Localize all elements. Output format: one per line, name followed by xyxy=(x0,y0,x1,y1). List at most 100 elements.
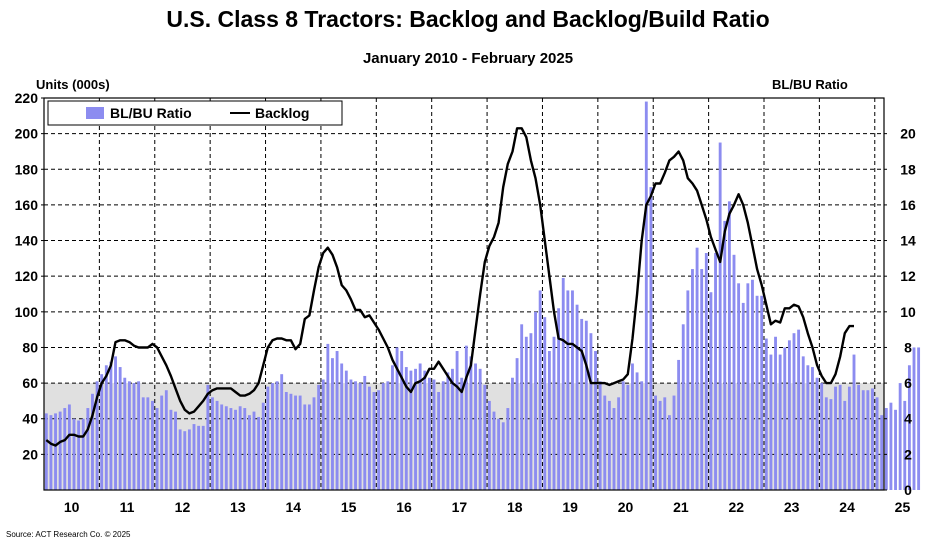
ratio-bar xyxy=(829,399,833,490)
ratio-bar xyxy=(372,392,376,490)
ratio-bar xyxy=(838,384,842,490)
left-axis-label: Units (000s) xyxy=(36,77,110,92)
ratio-bar xyxy=(774,336,777,490)
legend: BL/BU Ratio Backlog xyxy=(47,100,343,126)
ratio-bar xyxy=(317,384,321,490)
ratio-bar xyxy=(321,379,325,490)
ratio-bar xyxy=(178,429,182,490)
ratio-bar xyxy=(146,397,150,490)
ratio-bar xyxy=(137,381,141,490)
ratio-bar xyxy=(174,411,177,490)
ratio-bar xyxy=(667,415,671,490)
ratio-bar xyxy=(298,395,302,490)
ratio-bar xyxy=(603,395,607,490)
ratio-bar xyxy=(695,247,699,490)
ratio-bar xyxy=(760,295,764,490)
ratio-bar xyxy=(418,363,422,490)
plot-frame xyxy=(43,97,885,491)
ratio-bar xyxy=(335,351,339,490)
ratio-bar xyxy=(391,365,394,490)
ratio-bar xyxy=(866,390,870,490)
ratio-bar xyxy=(414,368,417,490)
ratio-bar xyxy=(917,347,921,490)
right-tick-label: 2 xyxy=(904,446,912,462)
ratio-bar xyxy=(912,347,916,490)
ratio-bar xyxy=(746,283,750,490)
ratio-bar xyxy=(815,377,819,490)
ratio-bar xyxy=(617,397,621,490)
right-tick-label: 4 xyxy=(904,411,912,427)
x-tick-label: 21 xyxy=(673,499,689,515)
ratio-bar xyxy=(649,187,653,490)
ratio-bar xyxy=(54,413,57,490)
right-tick-label: 16 xyxy=(900,197,916,213)
x-tick-label: 12 xyxy=(175,499,191,515)
ratio-bar xyxy=(294,395,297,490)
x-tick-label: 22 xyxy=(729,499,745,515)
ratio-bar xyxy=(427,377,431,490)
ratio-bar xyxy=(700,269,704,490)
right-tick-label: 20 xyxy=(900,126,916,142)
ratio-bar xyxy=(155,408,159,490)
left-tick-label: 180 xyxy=(15,161,39,177)
ratio-bar xyxy=(640,381,644,490)
left-tick-label: 160 xyxy=(15,197,39,213)
x-tick-label: 25 xyxy=(895,499,911,515)
left-tick-label: 220 xyxy=(15,90,39,106)
x-tick-label: 14 xyxy=(285,499,301,515)
ratio-bar xyxy=(552,336,556,490)
ratio-bar xyxy=(238,406,242,490)
ratio-bar xyxy=(718,142,722,490)
ratio-bar xyxy=(261,402,265,490)
ratio-bar xyxy=(243,408,247,490)
ratio-bar xyxy=(635,372,639,490)
ratio-bar xyxy=(529,333,533,490)
x-tick-label: 18 xyxy=(507,499,523,515)
ratio-bar xyxy=(792,333,796,490)
ratio-bar xyxy=(206,384,210,490)
ratio-bar xyxy=(127,381,131,490)
ratio-bar xyxy=(571,290,574,490)
x-tick-label: 13 xyxy=(230,499,246,515)
x-tick-label: 11 xyxy=(120,499,135,515)
ratio-bar xyxy=(515,358,519,490)
right-tick-label: 12 xyxy=(900,268,916,284)
ratio-bar xyxy=(331,358,334,490)
ratio-bar xyxy=(594,351,597,490)
ratio-bar xyxy=(197,425,201,490)
ratio-bar xyxy=(672,395,676,490)
ratio-bar xyxy=(77,420,81,490)
ratio-bar xyxy=(787,340,791,490)
ratio-bar xyxy=(266,386,270,490)
ratio-bar xyxy=(631,363,634,490)
ratio-bar xyxy=(861,390,865,490)
ratio-bar xyxy=(229,408,233,490)
ratio-bar xyxy=(201,425,205,490)
ratio-bar xyxy=(884,408,888,490)
ratio-bar xyxy=(354,381,357,490)
x-tick-label: 16 xyxy=(396,499,412,515)
ratio-bar xyxy=(811,367,814,490)
ratio-bar xyxy=(215,400,219,490)
ratio-bar xyxy=(755,295,759,490)
ratio-bar xyxy=(806,365,810,490)
ratio-bar xyxy=(797,329,801,490)
ratio-bar xyxy=(312,397,316,490)
ratio-bar xyxy=(247,415,251,490)
ratio-bar xyxy=(612,408,616,490)
ratio-bar xyxy=(100,374,104,490)
ratio-bar xyxy=(783,347,787,490)
x-tick-label: 17 xyxy=(452,499,468,515)
x-tick-label: 23 xyxy=(784,499,800,515)
ratio-bar xyxy=(114,356,117,490)
ratio-bar xyxy=(751,279,754,490)
ratio-bar xyxy=(852,354,856,490)
ratio-bar xyxy=(275,381,279,490)
ratio-bar xyxy=(483,384,487,490)
ratio-bar xyxy=(511,377,514,490)
ratio-bar xyxy=(677,359,681,490)
ratio-bar xyxy=(644,101,648,491)
ratio-bar xyxy=(524,336,528,490)
ratio-bar xyxy=(520,324,524,490)
